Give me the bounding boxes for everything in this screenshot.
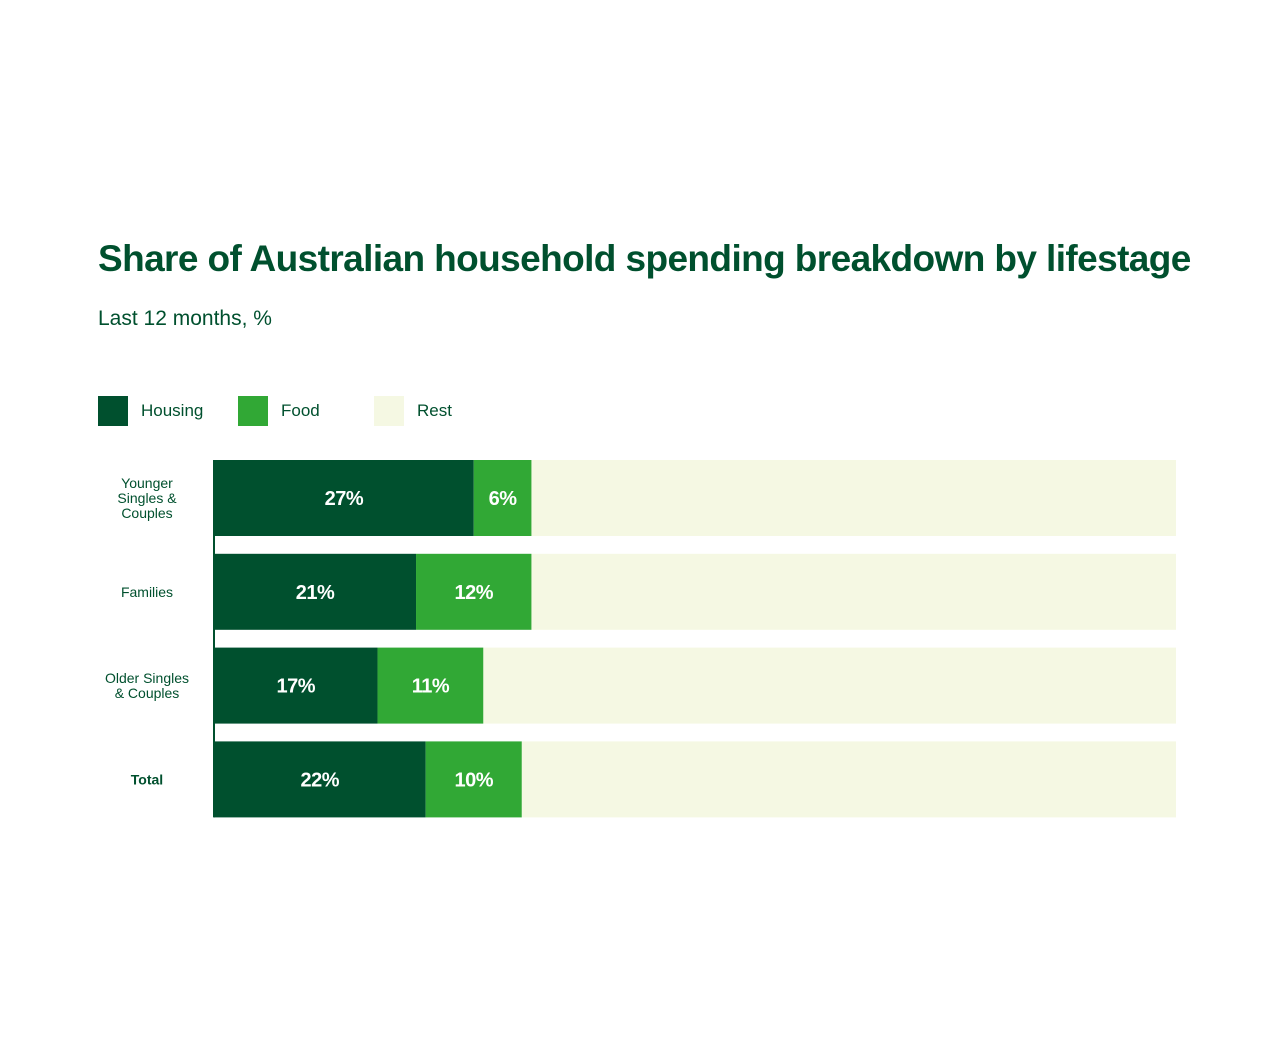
legend-label-rest: Rest <box>417 401 452 420</box>
bar-housing-2 <box>214 647 378 724</box>
value-label-food-2: 11% <box>412 676 450 698</box>
chart-subtitle: Last 12 months, % <box>98 307 272 330</box>
category-label-2: Older Singles & Couples <box>105 670 189 701</box>
category-label-line: Younger <box>121 475 173 491</box>
bar-food-3 <box>425 741 522 818</box>
value-label-food-1: 12% <box>454 582 493 604</box>
category-label-line: Couples <box>121 505 172 521</box>
value-label-food-3: 10% <box>454 769 493 791</box>
bar-rest-3 <box>521 741 1176 818</box>
category-label-line: & Couples <box>115 685 180 701</box>
bar-rest-1 <box>531 553 1176 630</box>
value-label-housing-2: 17% <box>277 676 316 698</box>
bar-housing-3 <box>214 741 426 818</box>
legend-swatch-food <box>238 396 268 426</box>
legend-label-food: Food <box>281 401 320 420</box>
category-label-3: Total <box>131 771 163 787</box>
bar-food-2 <box>377 647 484 724</box>
legend-swatch-rest <box>374 396 404 426</box>
category-label-line: Singles & <box>117 490 177 506</box>
bar-housing-1 <box>214 553 417 630</box>
bar-rest-0 <box>531 460 1176 536</box>
bar-food-1 <box>416 553 532 630</box>
value-label-housing-3: 22% <box>301 769 340 791</box>
category-label-line: Older Singles <box>105 670 189 686</box>
bar-rest-2 <box>483 647 1176 724</box>
value-label-housing-1: 21% <box>296 582 335 604</box>
category-label-line: Total <box>131 771 163 787</box>
legend-label-housing: Housing <box>141 401 204 420</box>
legend-swatch-housing <box>98 396 128 426</box>
value-label-housing-0: 27% <box>325 488 364 510</box>
category-label-0: Younger Singles & Couples <box>117 475 177 521</box>
category-label-line: Families <box>121 584 173 600</box>
category-label-1: Families <box>121 584 173 600</box>
value-label-food-0: 6% <box>489 488 518 510</box>
bar-food-0 <box>473 460 532 536</box>
chart-title: Share of Australian household spending b… <box>98 238 1191 279</box>
bar-housing-0 <box>214 460 474 536</box>
